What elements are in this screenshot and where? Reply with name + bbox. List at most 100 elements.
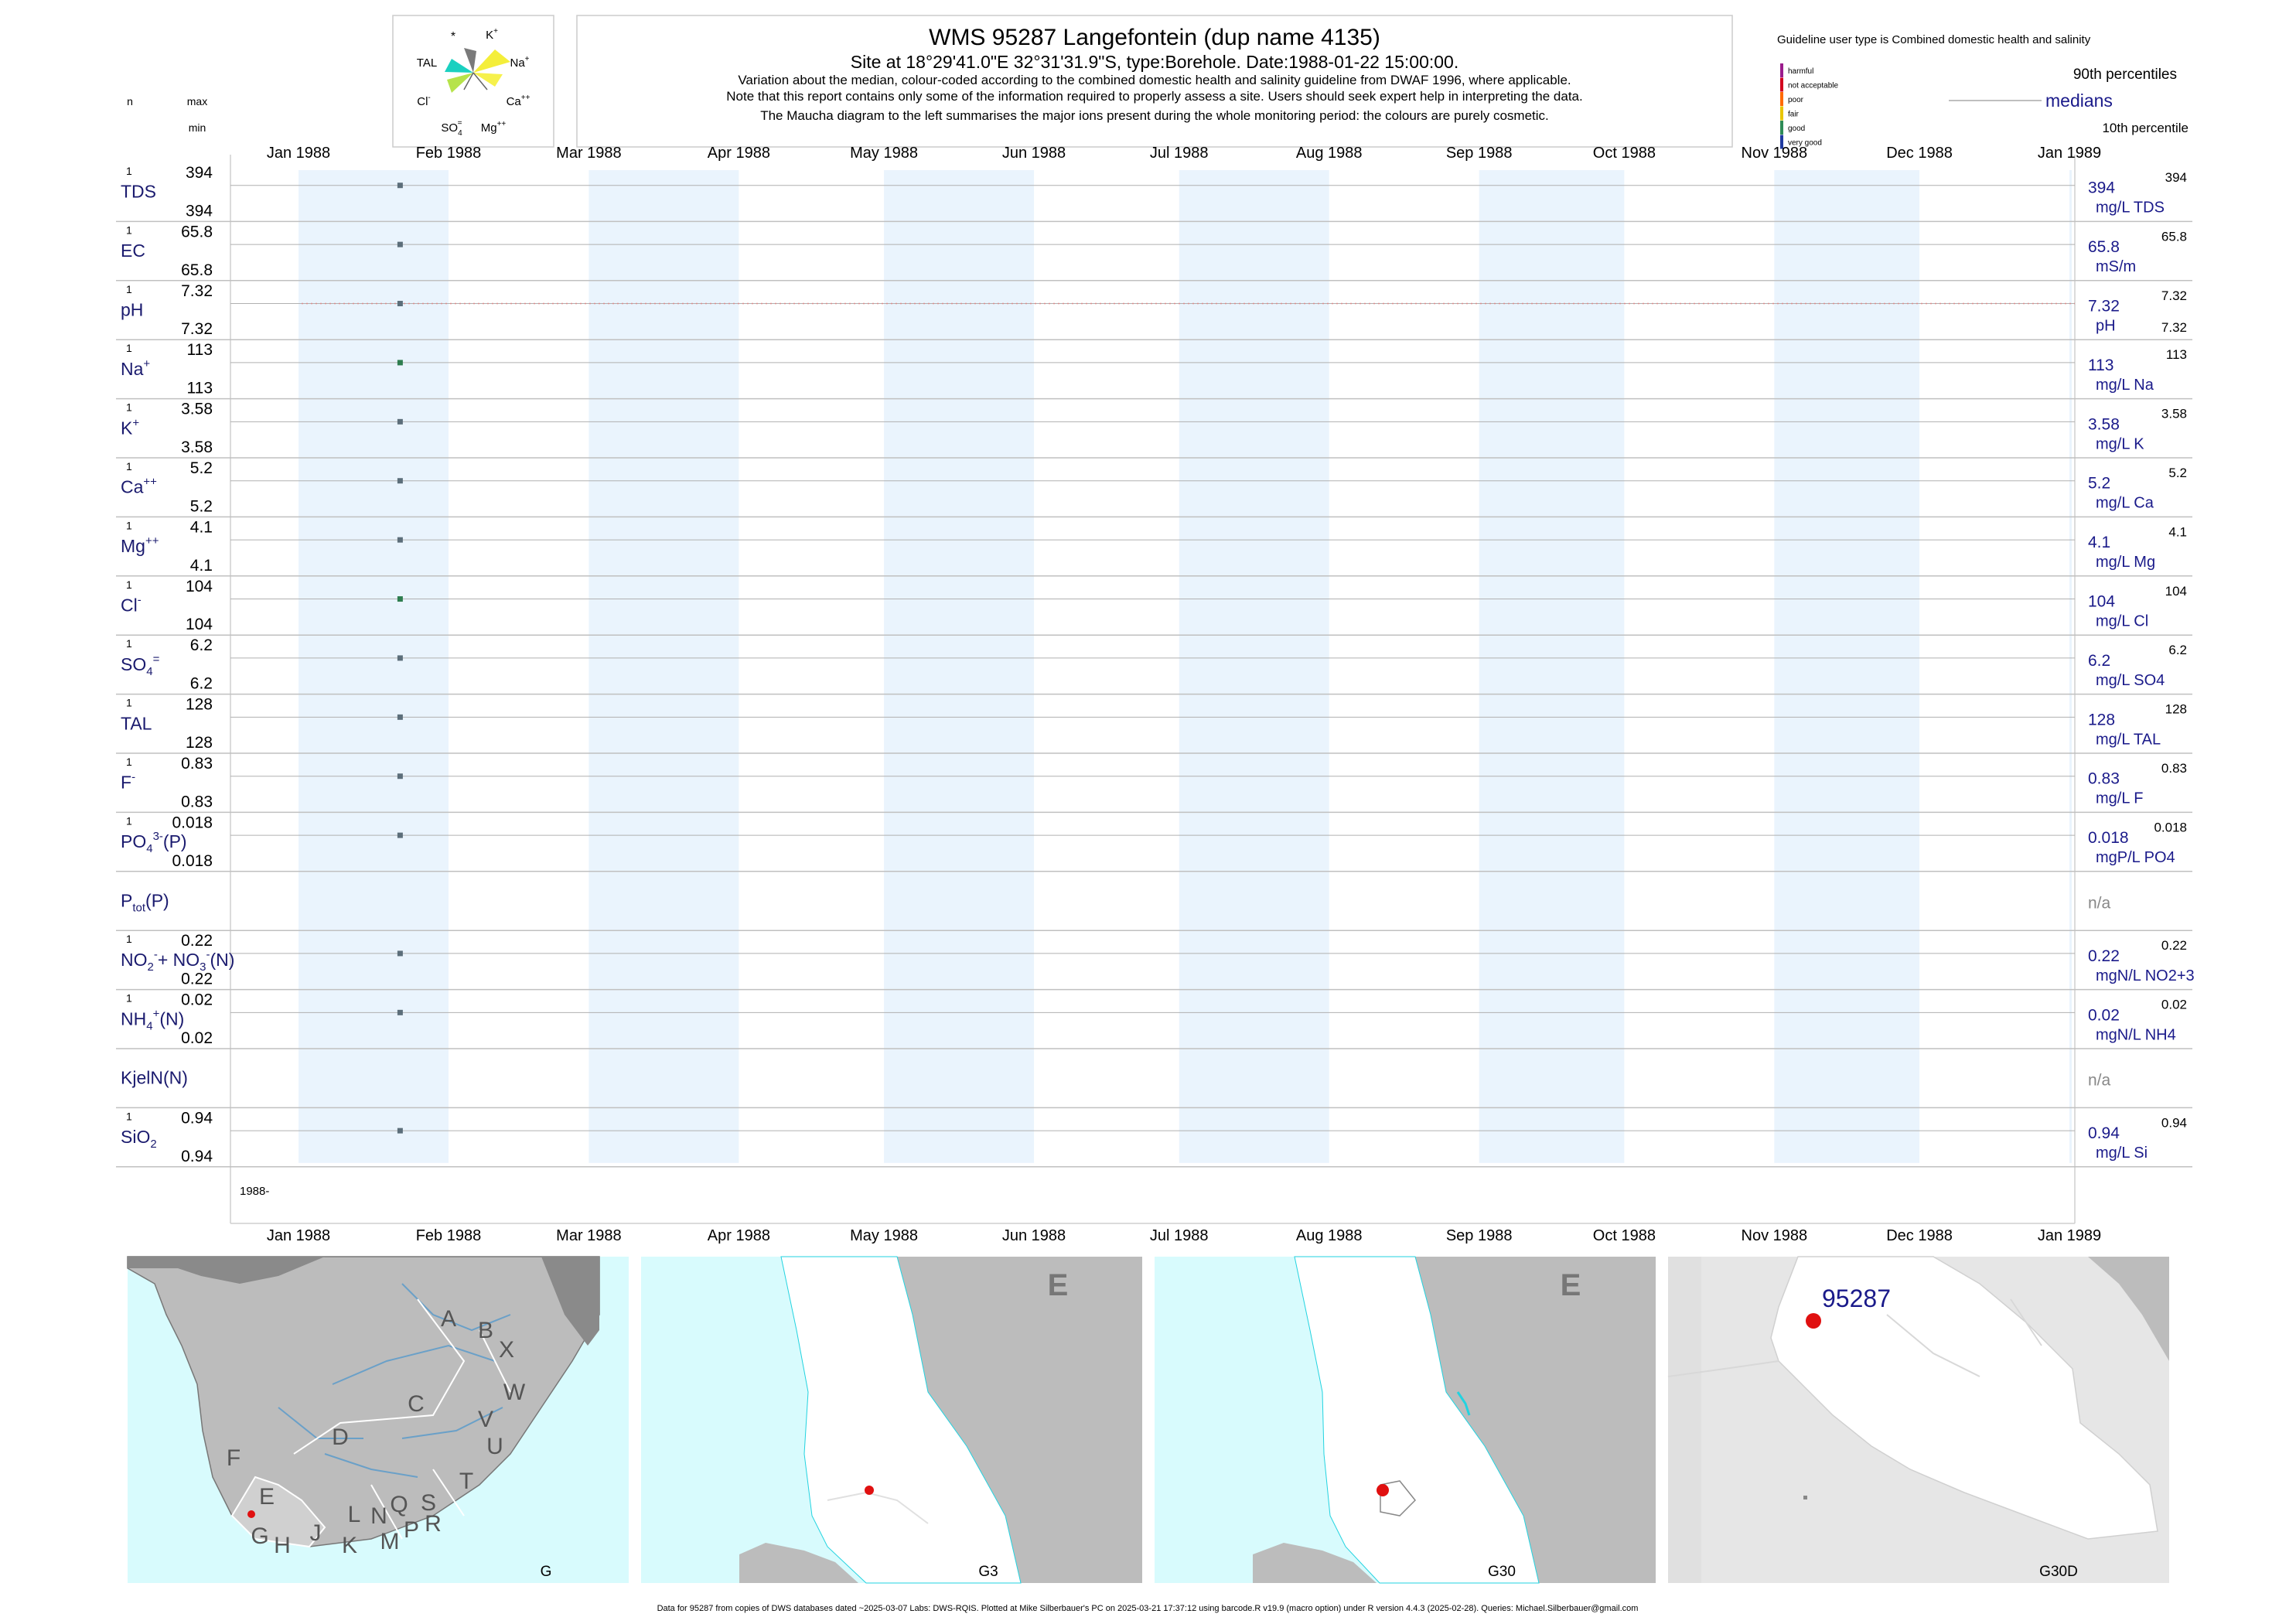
maucha-k: K+: [486, 27, 498, 42]
legend-p90: 90th percentiles: [2073, 67, 2177, 83]
x-tick-label-bottom: Jan 1988: [267, 1227, 330, 1244]
parameter-label: TAL: [121, 713, 152, 733]
x-tick-label-bottom: Dec 1988: [1886, 1227, 1953, 1244]
unit-label: mg/L SO4: [2096, 672, 2165, 689]
maucha-cl: Cl-: [417, 94, 431, 108]
p90-value: 104: [2165, 584, 2187, 599]
site-marker: [1377, 1484, 1389, 1496]
median-value: 113: [2088, 357, 2113, 374]
max-value: 4.1: [190, 518, 213, 536]
sample-count: 1: [126, 1110, 132, 1122]
map1-letter: V: [478, 1407, 493, 1432]
median-value: n/a: [2088, 1072, 2111, 1090]
x-tick-label-bottom: Apr 1988: [708, 1227, 770, 1244]
map1-letter: X: [499, 1337, 514, 1363]
unit-label: mg/L Cl: [2096, 613, 2148, 630]
unit-label: mgN/L NO2+3: [2096, 967, 2195, 984]
median-value: n/a: [2088, 895, 2111, 913]
header-min: min: [189, 121, 206, 134]
p90-value: 7.32: [2161, 288, 2187, 303]
map3-caption: G30: [1488, 1564, 1516, 1580]
data-point: [397, 537, 403, 543]
parameter-label: pH: [121, 300, 143, 320]
report-note-1: Variation about the median, colour-coded…: [738, 73, 1571, 87]
map-g30d: 95287 G30D: [1667, 1256, 2169, 1583]
map1-letter: N: [370, 1503, 387, 1529]
map1-letter: J: [310, 1520, 322, 1546]
data-point: [397, 596, 403, 602]
panel-4: K+ 1 3.58 3.58 3.58 mg/L K 3.58: [116, 401, 2192, 459]
x-tick-label-top: Mar 1988: [556, 145, 622, 162]
data-point: [397, 655, 403, 661]
median-value: 0.94: [2088, 1124, 2120, 1142]
panel-15: KjelN(N) n/a: [116, 1068, 2192, 1109]
x-tick-label-bottom: Mar 1988: [556, 1227, 622, 1244]
panel-6: Mg++ 1 4.1 4.1 4.1 mg/L Mg 4.1: [116, 518, 2192, 577]
sample-count: 1: [126, 814, 132, 827]
max-value: 65.8: [181, 223, 213, 241]
report-note-2: Note that this report contains only some…: [726, 89, 1582, 104]
maucha-tal: TAL: [417, 56, 437, 70]
maucha-mg: Mg++: [481, 120, 507, 135]
data-point: [397, 418, 403, 425]
parameter-label: Ca++: [121, 476, 157, 497]
site-marker: [865, 1486, 874, 1495]
map1-caption: G: [541, 1564, 552, 1580]
map1-letter: D: [332, 1424, 349, 1450]
parameter-label: KjelN(N): [121, 1068, 188, 1088]
legend-swatch: [1780, 135, 1783, 149]
median-value: 5.2: [2088, 475, 2110, 493]
data-point: [397, 241, 403, 247]
x-tick-label-top: Jul 1988: [1150, 145, 1209, 162]
p90-value: 0.22: [2161, 938, 2187, 953]
p90-value: 5.2: [2168, 466, 2187, 480]
max-value: 3.58: [181, 401, 213, 418]
site-marker: [1806, 1313, 1821, 1329]
month-band: [1479, 170, 1625, 1163]
median-value: 128: [2088, 711, 2115, 728]
sample-count: 1: [126, 637, 132, 650]
x-tick-label-bottom: Jun 1988: [1002, 1227, 1066, 1244]
data-point: [397, 832, 403, 838]
month-band: [2069, 170, 2072, 1163]
max-value: 7.32: [181, 282, 213, 300]
parameter-label: TDS: [121, 182, 156, 202]
max-value: 6.2: [190, 636, 213, 654]
header-max: max: [187, 95, 207, 107]
panel-11: PO43-(P) 1 0.018 0.018 0.018 mgP/L PO4 0.018: [116, 814, 2192, 872]
unit-label: mg/L Na: [2096, 377, 2154, 394]
map3-letter: E: [1561, 1268, 1581, 1302]
report-note-3: The Maucha diagram to the left summarise…: [760, 108, 1549, 123]
min-value: 0.018: [172, 852, 213, 870]
min-value: 0.83: [181, 793, 213, 810]
parameter-label: Ptot(P): [121, 891, 169, 915]
p90-value: 0.83: [2161, 761, 2187, 776]
max-value: 394: [186, 164, 213, 182]
legend-item-label: fair: [1788, 111, 1800, 119]
x-tick-label-bottom: Feb 1988: [416, 1227, 482, 1244]
parameter-label: PO43-(P): [121, 830, 187, 855]
parameter-label: NO2-+ NO3-(N): [121, 948, 234, 974]
map4-caption: G30D: [2039, 1564, 2078, 1580]
maucha-so4: SO4=: [441, 119, 462, 138]
month-band: [299, 170, 449, 1163]
panel-13: NO2-+ NO3-(N) 1 0.22 0.22 0.22 mgN/L NO2+3 0.2…: [116, 932, 2195, 991]
data-point: [397, 301, 403, 307]
panel-2: pH 1 7.32 7.32 7.32 pH 7.32 7.32: [116, 282, 2192, 340]
map1-letter: K: [342, 1533, 357, 1558]
x-tick-label-top: Aug 1988: [1296, 145, 1363, 162]
legend: Guideline user type is Combined domestic…: [1777, 33, 2189, 149]
min-value: 5.2: [190, 497, 213, 515]
panel-5: Ca++ 1 5.2 5.2 5.2 mg/L Ca 5.2: [116, 459, 2192, 518]
x-tick-label-top: Jun 1988: [1002, 145, 1066, 162]
legend-medians: medians: [2045, 90, 2113, 111]
p90-value: 3.58: [2161, 407, 2187, 421]
median-value: 7.32: [2088, 298, 2120, 316]
sample-count: 1: [126, 460, 132, 473]
median-value: 6.2: [2088, 652, 2110, 670]
maucha-na: Na+: [510, 55, 529, 70]
report-title: WMS 95287 Langefontein (dup name 4135): [929, 25, 1380, 50]
panel-7: Cl- 1 104 104 104 mg/L Cl 104: [116, 578, 2192, 636]
map1-letter: E: [259, 1484, 275, 1510]
parameter-label: EC: [121, 241, 145, 261]
